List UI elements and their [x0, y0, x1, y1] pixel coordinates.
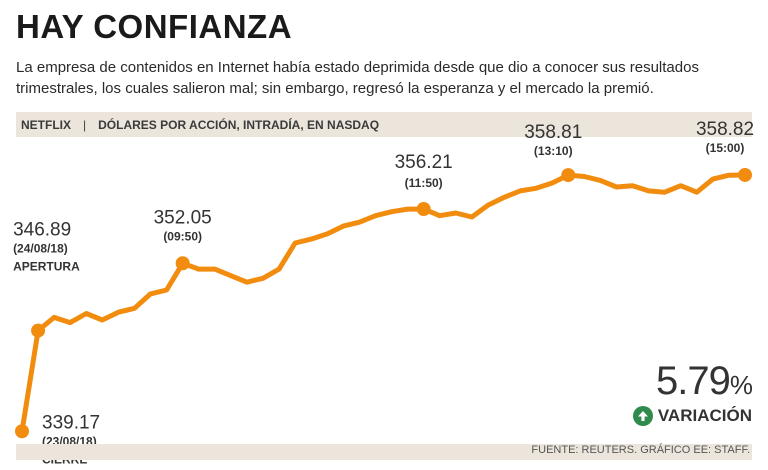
data-label-value: 339.17: [42, 412, 100, 433]
data-label-value: 356.21: [395, 152, 453, 173]
variation-panel: 5.79% VARIACIÓN: [632, 359, 753, 426]
data-label-value: 352.05: [154, 207, 212, 228]
data-label-time: (11:50): [405, 176, 443, 190]
data-label-value: 346.89: [13, 220, 71, 241]
chart-description: DÓLARES POR ACCIÓN, INTRADÍA, EN NASDAQ: [98, 117, 380, 132]
arrow-up-icon: [632, 406, 653, 426]
data-point-marker: [31, 323, 46, 338]
data-label-time: (09:50): [163, 229, 202, 243]
company-name: NETFLIX: [21, 117, 71, 132]
series-line: [19, 172, 748, 434]
variation-number: 5.79: [656, 359, 731, 403]
data-label-value: 358.81: [524, 122, 582, 143]
data-label-tag: APERTURA: [13, 260, 80, 274]
page-title: HAY CONFIANZA: [16, 8, 293, 45]
info-separator: |: [83, 117, 87, 132]
data-label-time: (24/08/18): [13, 242, 68, 256]
data-label-time: (15:00): [706, 141, 745, 155]
source-note: FUENTE: REUTERS. GRÁFICO EE: STAFF.: [531, 444, 750, 456]
variation-value: 5.79%: [633, 359, 753, 406]
subtitle: La empresa de contenidos en Internet hab…: [16, 59, 699, 97]
data-point-marker: [15, 424, 29, 439]
info-bar: NETFLIX | DÓLARES POR ACCIÓN, INTRADÍA, …: [16, 112, 752, 137]
variation-row: VARIACIÓN: [632, 406, 752, 426]
variation-label: VARIACIÓN: [657, 406, 752, 425]
data-label-time: (13:10): [534, 144, 573, 158]
data-point-marker: [416, 202, 431, 216]
variation-percent-sign: %: [729, 370, 753, 400]
footer-bar: [16, 444, 752, 460]
data-point-marker: [738, 167, 752, 182]
data-point-marker: [175, 256, 190, 271]
data-label-value: 358.82: [696, 119, 754, 140]
data-point-marker: [561, 168, 576, 183]
